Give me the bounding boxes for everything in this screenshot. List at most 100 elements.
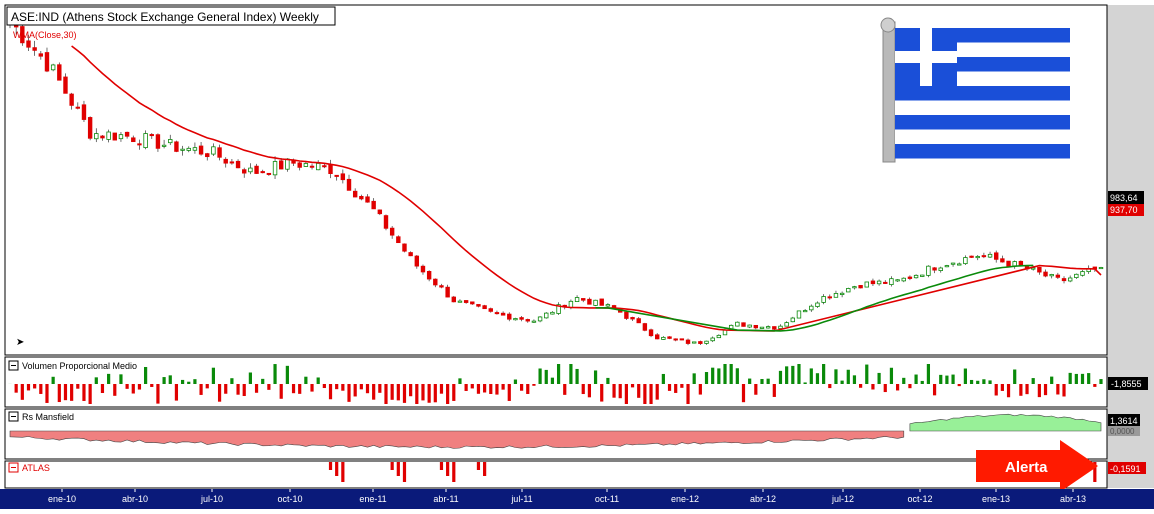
volumen-bar [582, 384, 585, 394]
candle-body [58, 65, 62, 80]
volumen-bar [409, 384, 412, 396]
atlas-bar [477, 462, 480, 470]
volumen-bar [785, 366, 788, 384]
candle-body [890, 279, 894, 285]
volumen-bar [347, 384, 350, 402]
volumen-bar [810, 368, 813, 384]
candle-body [927, 266, 931, 275]
candle-body [464, 300, 468, 302]
candle-body [625, 312, 629, 318]
volumen-bar [822, 364, 825, 384]
candle-body [994, 253, 998, 260]
volumen-bar [649, 384, 652, 404]
volumen-bar [933, 384, 936, 395]
volumen-bar [39, 384, 42, 394]
candle-body [88, 117, 92, 138]
volumen-bar [668, 384, 671, 391]
volumen-bar [1001, 384, 1004, 391]
volumen-bar [292, 384, 295, 393]
volumen-bar [532, 384, 535, 386]
candle-body [168, 139, 172, 142]
candle-body [853, 287, 857, 288]
volumen-bar [95, 377, 98, 384]
candle-body [323, 166, 327, 167]
candle-body [902, 278, 906, 281]
volumen-bar [730, 364, 733, 384]
x-tick-label: oct-10 [277, 494, 302, 504]
atlas-bar [446, 462, 449, 476]
volumen-bar [261, 379, 264, 384]
candle-body [1081, 272, 1085, 276]
volumen-bar [656, 384, 659, 400]
volumen-bar [249, 373, 252, 384]
volumen-bar [255, 384, 258, 393]
candle-body [199, 146, 203, 154]
candle-body [865, 282, 869, 287]
candle-body [483, 306, 487, 309]
candle-body [1044, 272, 1048, 276]
volumen-bar [1093, 384, 1096, 387]
candle-body [390, 228, 394, 235]
candle-body [649, 330, 653, 336]
volumen-bar [175, 384, 178, 401]
candle-body [920, 275, 924, 276]
volumen-bar [995, 384, 998, 395]
volumen-bar [52, 377, 55, 384]
volumen-bar [859, 384, 862, 388]
atlas-bar [397, 462, 400, 476]
volumen-bar [1025, 384, 1028, 394]
volumen-bar [236, 384, 239, 395]
volumen-bar [520, 384, 523, 391]
candle-body [316, 163, 320, 169]
volumen-bar [600, 384, 603, 402]
x-tick-label: jul-11 [510, 494, 532, 504]
atlas-label: ATLAS [22, 463, 50, 473]
candle-body [957, 264, 961, 265]
volumen-bar [631, 384, 634, 387]
x-tick-label: abr-10 [122, 494, 148, 504]
candle-body [514, 318, 518, 319]
volumen-bar [335, 384, 338, 389]
volumen-bar [89, 384, 92, 404]
volumen-bar [434, 384, 437, 402]
candle-body [125, 132, 129, 136]
candle-body [27, 41, 31, 47]
flag-stripe [895, 115, 1070, 130]
candle-body [840, 293, 844, 294]
volumen-bar [921, 381, 924, 384]
candle-body [828, 297, 832, 298]
volumen-bar [156, 384, 159, 404]
candle-body [39, 54, 43, 56]
volumen-bar [914, 375, 917, 384]
candle-body [933, 268, 937, 270]
cursor-icon[interactable]: ➤ [16, 337, 24, 348]
volumen-bar [162, 377, 165, 384]
candle-body [33, 48, 37, 51]
volumen-bar [76, 384, 79, 389]
volumen-bar [329, 384, 332, 399]
candle-body [495, 313, 499, 314]
candle-body [242, 170, 246, 173]
volumen-bar [908, 384, 911, 388]
volumen-bar [748, 379, 751, 384]
volumen-bar [853, 375, 856, 384]
candle-body [773, 327, 777, 330]
atlas-bar [335, 462, 338, 476]
candle-body [637, 319, 641, 323]
candle-body [791, 318, 795, 322]
candle-body [64, 77, 68, 93]
volumen-bar [286, 366, 289, 384]
candle-body [205, 154, 209, 157]
candle-body [107, 132, 111, 139]
candle-body [760, 327, 764, 328]
candle-body [883, 282, 887, 283]
candle-body [501, 313, 505, 315]
volumen-bar [742, 384, 745, 402]
volumen-bar [15, 384, 18, 393]
volumen-bar [372, 384, 375, 400]
candle-body [94, 134, 98, 139]
volumen-bar [816, 373, 819, 384]
candle-body [655, 335, 659, 339]
candle-body [144, 134, 148, 148]
x-tick-label: ene-12 [671, 494, 699, 504]
